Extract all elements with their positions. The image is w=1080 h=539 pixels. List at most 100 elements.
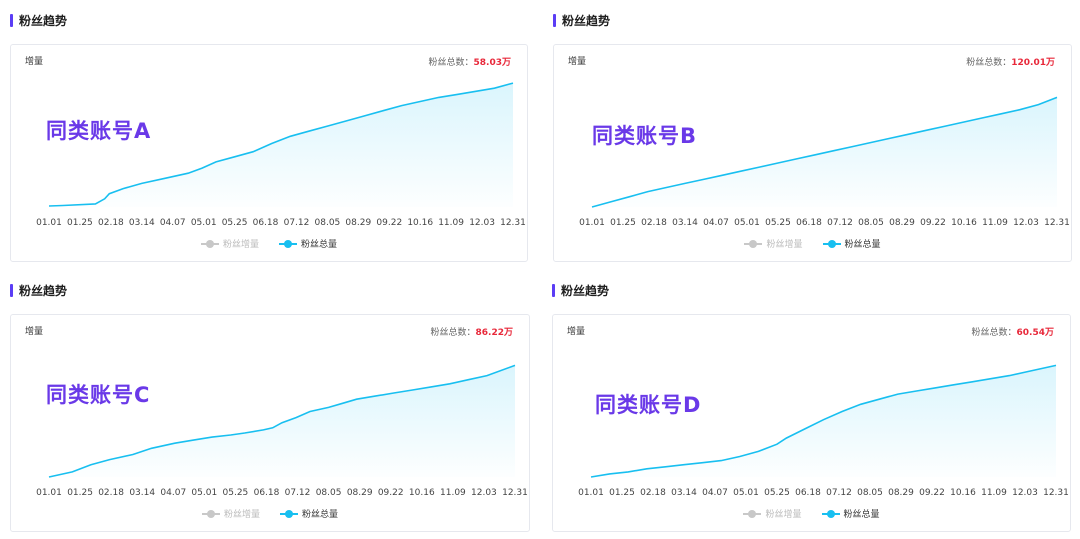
legend-item-increment[interactable]: 粉丝增量 [744,237,803,250]
legend-line-dot-icon [280,509,298,519]
x-tick-label: 01.01 [36,488,62,498]
legend-label: 粉丝总量 [843,510,880,520]
y-axis-label: 增量 [567,327,586,337]
legend-line-dot-icon [743,509,762,519]
x-tick-label: 06.18 [795,488,821,498]
chart-card-c: 增量 粉丝总数：86.22万 同类账号C 01.01 01.25 02.18 03.1… [10,314,530,532]
chart-legend: 粉丝增量 粉丝总量 [11,507,529,520]
x-tick-label: 11.09 [981,488,1007,498]
legend-item-total[interactable]: 粉丝总量 [280,507,338,520]
x-tick-label: 10.16 [950,488,976,498]
x-tick-label: 11.09 [438,218,464,228]
account-label: 同类账号B [592,124,698,148]
follower-total-value: 86.22万 [475,328,513,338]
legend-label: 粉丝增量 [765,510,802,520]
chart-legend: 粉丝增量 粉丝总量 [554,237,1071,250]
x-tick-label: 09.22 [376,218,402,228]
follower-total-value: 58.03万 [473,58,511,68]
legend-label: 粉丝增量 [222,240,259,250]
x-tick-label: 10.16 [951,218,977,228]
x-tick-label: 07.12 [827,218,853,228]
area-fill [591,365,1056,477]
x-tick-label: 08.29 [888,488,914,498]
x-tick-label: 07.12 [285,488,311,498]
legend-item-total[interactable]: 粉丝总量 [822,237,881,250]
x-tick-label: 07.12 [826,488,852,498]
x-tick-label: 01.01 [578,488,604,498]
x-tick-label: 06.18 [796,218,822,228]
section-title: 粉丝趋势 [553,13,611,28]
x-tick-label: 02.18 [640,488,666,498]
title-accent-bar [10,283,13,297]
x-tick-label: 12.03 [1013,218,1039,228]
follower-total-value: 120.01万 [1011,58,1055,68]
legend-label: 粉丝增量 [766,240,803,250]
legend-line-dot-icon [821,509,840,519]
x-tick-label: 01.25 [67,218,93,228]
section-title: 粉丝趋势 [10,13,67,28]
x-tick-label: 05.25 [222,218,248,228]
series-line [591,96,1058,208]
chart-legend: 粉丝增量 粉丝总量 [553,507,1070,520]
y-axis-label: 增量 [25,327,44,337]
x-tick-label: 05.25 [223,488,249,498]
follower-total: 粉丝总数：120.01万 [966,55,1055,68]
follower-total-label: 粉丝总数： [428,58,474,68]
x-tick-label: 02.18 [641,218,667,228]
x-tick-label: 05.01 [191,218,217,228]
x-tick-label: 12.31 [502,488,528,498]
x-tick-label: 12.31 [500,218,526,228]
legend-line-dot-icon [744,239,763,249]
section-title-text: 粉丝趋势 [562,13,611,28]
x-tick-label: 08.29 [889,218,915,228]
x-tick-label: 04.07 [702,488,728,498]
x-tick-label: 03.14 [129,218,155,228]
series-line [590,364,1057,478]
x-tick-label: 08.29 [345,218,371,228]
x-tick-label: 07.12 [284,218,310,228]
x-tick-label: 08.29 [347,488,373,498]
chart-plot: 01.01 01.25 02.18 03.14 04.07 05.01 05.25 06.18… [579,96,1070,228]
follower-total: 粉丝总数：86.22万 [431,325,513,338]
follower-total-label: 粉丝总数： [966,58,1012,68]
x-tick-label: 08.05 [315,218,341,228]
x-tick-label: 01.25 [67,488,93,498]
legend-item-increment[interactable]: 粉丝增量 [201,507,260,520]
x-tick-label: 01.01 [36,218,62,228]
x-tick-label: 06.18 [254,488,280,498]
chart-legend: 粉丝增量 粉丝总量 [11,237,527,250]
follower-total-label: 粉丝总数： [430,328,476,338]
chart-plot: 01.01 01.25 02.18 03.14 04.07 05.01 05.25 06.18… [36,82,526,228]
x-tick-label: 08.05 [857,488,883,498]
title-accent-bar [552,283,555,297]
x-tick-label: 03.14 [671,488,697,498]
x-tick-label: 05.25 [765,218,791,228]
legend-line-dot-icon [279,239,297,249]
legend-item-increment[interactable]: 粉丝增量 [200,237,259,250]
area-fill [49,365,515,477]
legend-label: 粉丝总量 [301,240,338,250]
x-tick-label: 02.18 [98,488,124,498]
chart-card-d: 增量 粉丝总数：60.54万 同类账号D 01.01 01.25 02.18 03.1… [552,314,1071,532]
legend-label: 粉丝总量 [844,240,881,250]
x-tick-label: 04.07 [160,218,186,228]
follower-total-value: 60.54万 [1016,328,1054,338]
legend-item-total[interactable]: 粉丝总量 [279,237,337,250]
area-fill [49,83,513,207]
x-tick-label: 09.22 [920,218,946,228]
legend-item-increment[interactable]: 粉丝增量 [743,507,802,520]
x-tick-label: 02.18 [98,218,124,228]
follower-total: 粉丝总数：58.03万 [429,55,511,68]
follower-total-label: 粉丝总数： [971,328,1017,338]
x-tick-label: 12.31 [1043,488,1069,498]
x-tick-label: 01.01 [579,218,605,228]
section-title-text: 粉丝趋势 [19,283,68,298]
x-tick-label: 01.25 [609,488,635,498]
x-tick-label: 08.05 [858,218,884,228]
y-axis-label: 增量 [25,57,44,67]
legend-line-dot-icon [822,239,841,249]
legend-item-total[interactable]: 粉丝总量 [821,507,880,520]
x-tick-label: 11.09 [982,218,1008,228]
x-tick-label: 06.18 [253,218,279,228]
x-tick-label: 12.03 [469,218,495,228]
